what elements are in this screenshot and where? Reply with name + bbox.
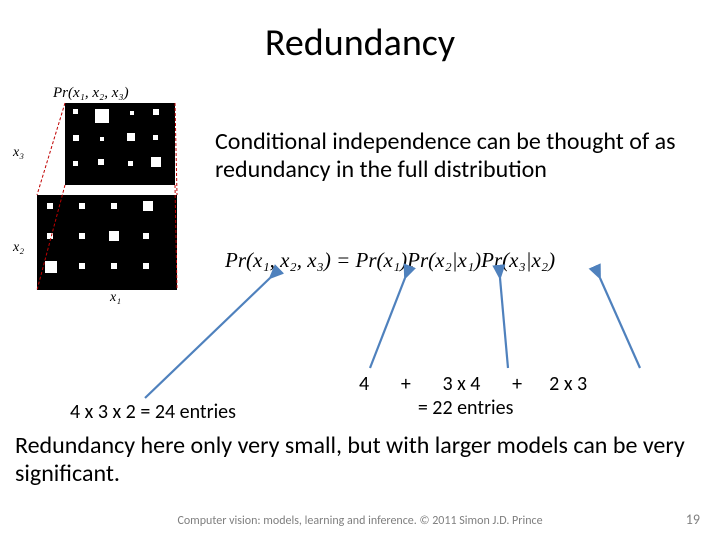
counts-row1: 4 + 3 x 4 + 2 x 3	[350, 372, 710, 396]
entries-full: 4 x 3 x 2 = 24 entries	[70, 400, 236, 424]
conclusion-text: Redundancy here only very small, but wit…	[15, 432, 705, 487]
page-number: 19	[686, 511, 700, 528]
counts-factored: 4 + 3 x 4 + 2 x 3 = 22 entries	[350, 372, 710, 420]
slide: Redundancy Pr(x₁, x₂, x₃)	[0, 0, 720, 540]
footer-credit: Computer vision: models, learning and in…	[0, 514, 720, 528]
counts-row2: = 22 entries	[350, 396, 710, 420]
